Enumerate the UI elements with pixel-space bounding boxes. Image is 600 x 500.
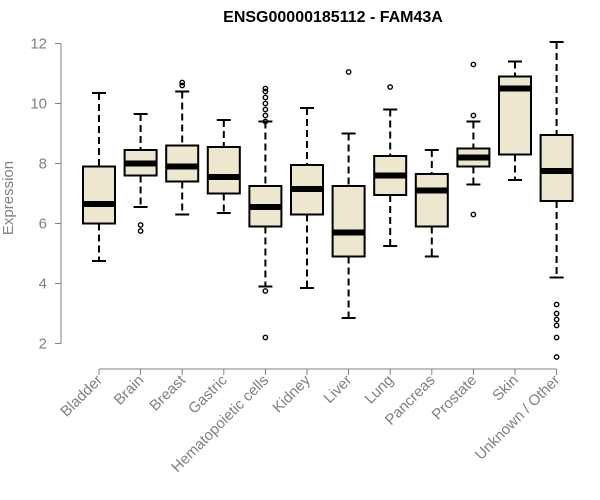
box-breast [165, 79, 200, 216]
outlier-point [553, 334, 560, 341]
outlier-point [262, 288, 269, 294]
chart-title: ENSG00000185112 - FAM43A [223, 9, 443, 26]
box-gastric [206, 119, 241, 214]
box-body [331, 185, 366, 258]
outlier-point [262, 88, 269, 95]
y-tick-label: 2 [39, 336, 47, 353]
outlier-point [553, 322, 560, 329]
y-tick-label: 6 [39, 216, 47, 233]
x-tick-label: Lung [361, 372, 397, 408]
box-body [206, 146, 241, 195]
outlier-point [345, 69, 352, 75]
x-tick-label: Brain [111, 372, 148, 409]
outlier-point [262, 334, 269, 341]
outlier-point [137, 222, 144, 228]
x-tick-label: Kidney [269, 371, 314, 416]
outlier-point [262, 100, 269, 107]
outlier-point [262, 106, 269, 113]
y-tick-label: 12 [30, 36, 47, 53]
outlier-point [262, 112, 269, 119]
box-kidney [290, 107, 324, 289]
box-hematopoietic-cells [248, 85, 283, 341]
outlier-point [470, 211, 477, 218]
box-group [82, 41, 574, 360]
outlier-point [137, 228, 144, 234]
y-tick-label: 4 [39, 276, 47, 293]
outlier-point [262, 94, 269, 101]
outlier-point [553, 310, 560, 317]
x-tick-label: Prostate [429, 372, 481, 424]
y-tick-label: 8 [39, 156, 47, 173]
x-tick-label: Liver [320, 372, 355, 407]
outlier-point [262, 85, 269, 92]
box-lung [373, 84, 408, 247]
x-tick-label: Bladder [57, 372, 106, 421]
outlier-point [553, 301, 560, 308]
x-tick-label: Skin [489, 372, 522, 405]
y-axis: 2 4 6 8 10 12 [30, 36, 62, 353]
x-tick-label: Breast [146, 371, 189, 414]
outlier-point [470, 112, 477, 119]
outlier-point [470, 61, 477, 68]
box-brain [123, 113, 158, 234]
box-liver [331, 69, 366, 319]
outlier-point [387, 84, 394, 90]
box-body [414, 173, 449, 228]
box-skin [498, 60, 532, 181]
box-prostate [456, 61, 491, 218]
outlier-point [553, 316, 560, 323]
box-bladder [82, 92, 116, 262]
y-axis-label: Expression [0, 161, 17, 235]
outlier-point [262, 118, 269, 125]
box-unknown-other [539, 41, 574, 360]
box-pancreas [414, 149, 449, 258]
outlier-point [179, 82, 186, 89]
y-tick-label: 10 [30, 96, 47, 113]
box-body [82, 165, 116, 225]
outlier-point [553, 354, 560, 360]
outlier-point [179, 79, 186, 86]
